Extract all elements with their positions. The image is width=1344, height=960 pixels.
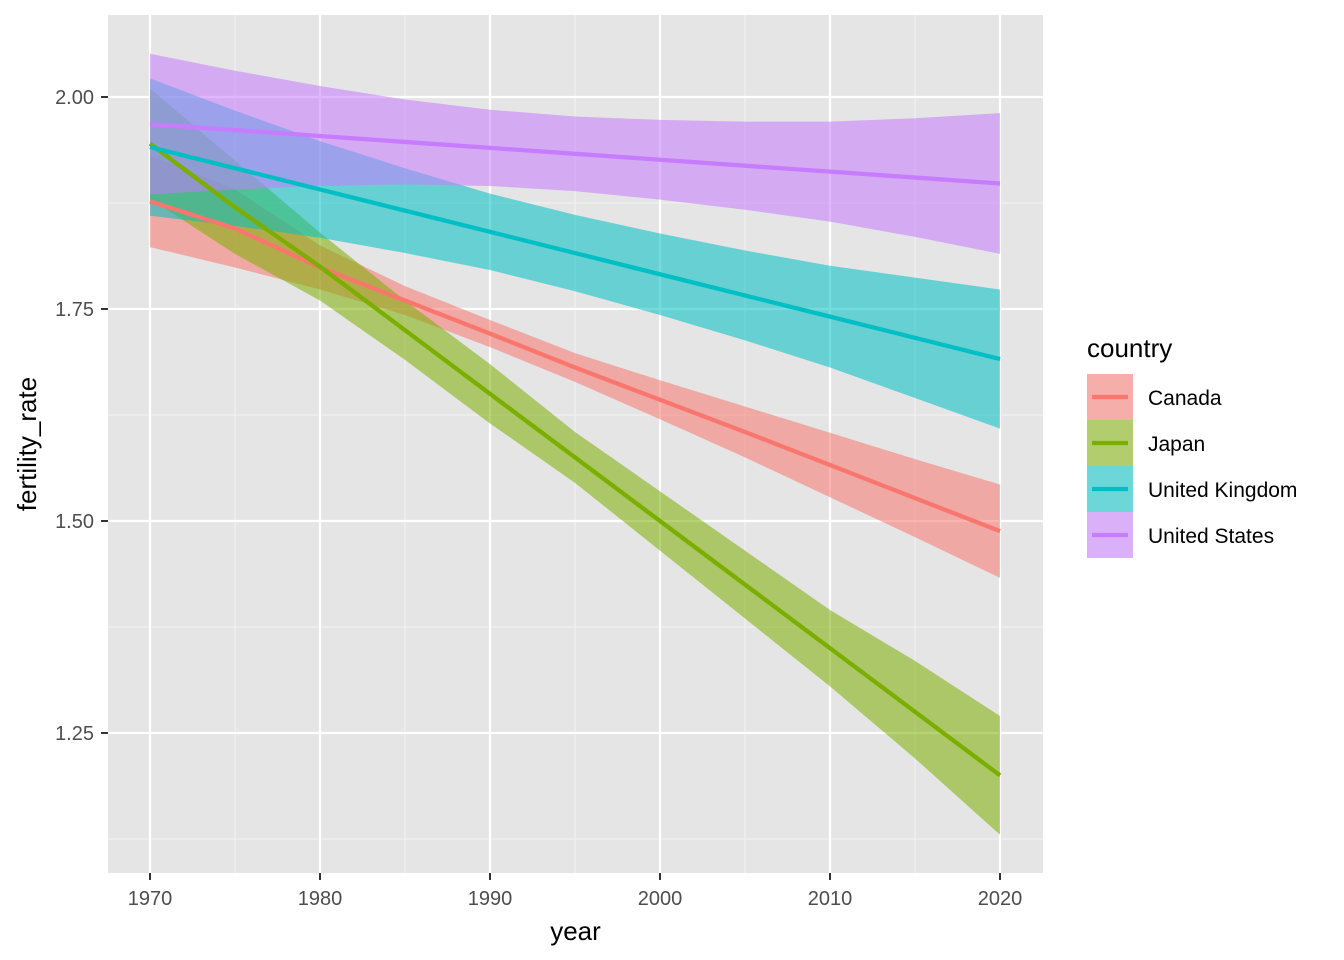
x-tick-label: 2010	[808, 888, 853, 910]
y-axis-title: fertility_rate	[12, 377, 42, 511]
y-tick-label: 1.50	[55, 511, 94, 533]
line-united-kingdom	[149, 144, 1001, 362]
legend-label-canada: Canada	[1148, 387, 1222, 410]
legend: country Canada Japan United Kingdom United …	[1087, 333, 1297, 558]
y-tick-label: 1.75	[55, 299, 94, 321]
x-tick-label: 2020	[978, 888, 1023, 910]
legend-key-united-states	[1087, 512, 1133, 558]
legend-key-canada	[1087, 374, 1133, 420]
legend-label-united-kingdom: United Kingdom	[1148, 479, 1297, 502]
x-tick-label: 2000	[638, 888, 683, 910]
legend-label-united-states: United States	[1148, 525, 1274, 548]
x-tick-label: 1970	[128, 888, 173, 910]
legend-label-japan: Japan	[1148, 433, 1205, 456]
line-japan	[148, 141, 1002, 778]
x-axis-title: year	[550, 916, 601, 946]
y-tick-label: 1.25	[55, 723, 94, 745]
x-axis: 1970 1980 1990 2000 2010 2020	[128, 873, 1023, 910]
line-united-states	[149, 121, 1001, 186]
legend-key-united-kingdom	[1087, 466, 1133, 512]
x-tick-label: 1990	[468, 888, 513, 910]
x-tick-label: 1980	[298, 888, 343, 910]
legend-title: country	[1087, 333, 1172, 363]
ribbon-japan	[150, 88, 1000, 835]
fit-lines	[148, 121, 1002, 778]
y-tick-label: 2.00	[55, 87, 94, 109]
legend-key-japan	[1087, 420, 1133, 466]
line-canada	[149, 199, 1001, 534]
y-axis: 1.25 1.50 1.75 2.00	[55, 87, 108, 745]
